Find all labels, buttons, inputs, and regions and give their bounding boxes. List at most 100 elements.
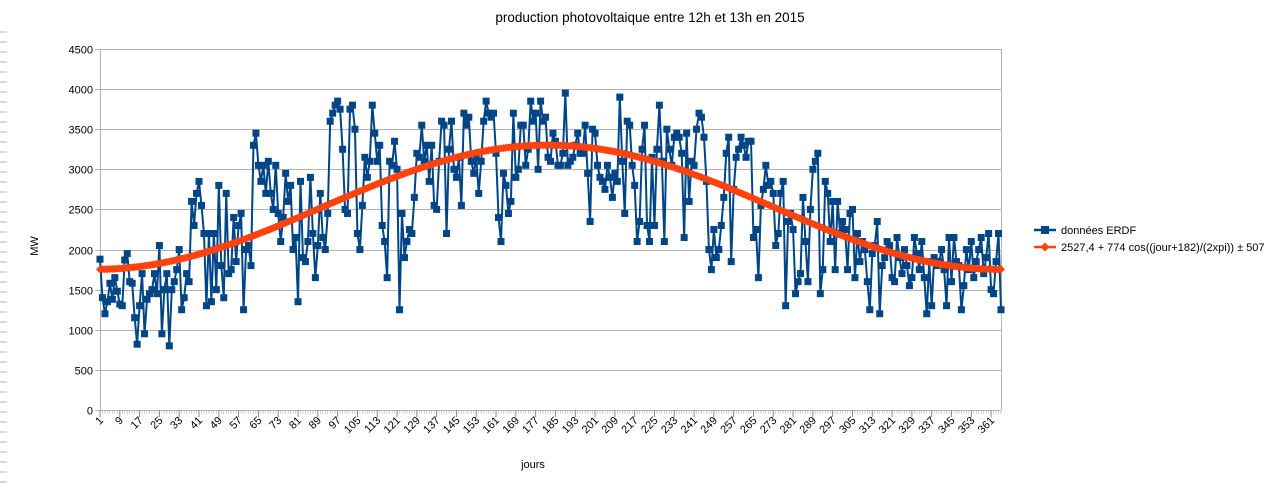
data-point [579, 149, 587, 157]
x-tick-label: 113 [362, 415, 383, 436]
data-point [675, 133, 683, 141]
data-point [136, 302, 144, 310]
data-point [131, 314, 139, 322]
data-point [527, 97, 535, 105]
data-point [378, 221, 386, 229]
x-tick-label: 345 [936, 415, 957, 436]
data-point [438, 117, 446, 125]
x-tick-label: 209 [600, 415, 621, 436]
data-point [507, 197, 515, 205]
data-point [133, 340, 141, 348]
data-point [762, 161, 770, 169]
x-tick-label: 137 [421, 415, 442, 436]
data-point [623, 117, 631, 125]
data-point [346, 105, 354, 113]
data-point [403, 238, 411, 246]
x-tick-label: 177 [520, 415, 541, 436]
data-point [841, 226, 849, 233]
data-point [368, 101, 376, 109]
y-tick-label: 2000 [69, 246, 93, 258]
data-point [185, 278, 193, 286]
data-point [269, 205, 277, 213]
data-point [205, 230, 213, 238]
data-point [128, 279, 136, 287]
data-point [420, 157, 428, 165]
data-point [747, 137, 755, 145]
data-point [366, 157, 374, 165]
data-point [351, 125, 359, 133]
data-point [722, 149, 730, 157]
x-tick-label: 121 [382, 415, 403, 436]
data-point [121, 256, 129, 264]
data-point [472, 153, 480, 161]
data-point [967, 238, 975, 246]
data-point [373, 157, 381, 165]
data-point [977, 234, 985, 242]
data-point [475, 189, 483, 197]
data-point [212, 286, 220, 294]
x-tick-label: 305 [837, 415, 858, 436]
x-tick-label: 25 [148, 415, 165, 432]
data-point [235, 221, 243, 229]
data-point [749, 234, 757, 242]
series-donnees-erdf [96, 89, 1005, 350]
data-point [596, 173, 604, 181]
data-point [923, 310, 931, 318]
data-point [232, 258, 240, 266]
data-point [252, 129, 260, 137]
data-point [910, 234, 918, 242]
data-point [712, 254, 720, 262]
data-point [207, 298, 215, 306]
x-tick-label: 233 [659, 415, 680, 436]
y-tick-label: 500 [75, 366, 93, 378]
data-point [586, 217, 594, 225]
data-point [997, 306, 1005, 314]
data-point [143, 295, 151, 303]
data-point [732, 153, 740, 161]
data-point [789, 226, 797, 233]
data-point [643, 221, 651, 229]
x-tick-label: 65 [247, 415, 264, 432]
data-point [987, 286, 995, 294]
data-point [816, 290, 824, 298]
data-point [769, 189, 777, 197]
data-point [950, 234, 958, 242]
data-point [556, 161, 564, 169]
data-point [254, 161, 262, 169]
data-point [170, 278, 178, 286]
data-point [784, 217, 792, 225]
data-point [341, 205, 349, 213]
data-point [918, 238, 926, 246]
data-point [990, 290, 998, 298]
data-point [306, 173, 314, 181]
data-point [772, 242, 780, 250]
data-point [804, 278, 812, 286]
x-tick-label: 161 [481, 415, 502, 436]
x-tick-label: 265 [738, 415, 759, 436]
data-point [844, 266, 852, 274]
data-point [210, 230, 218, 238]
data-point [504, 209, 512, 217]
data-point [792, 290, 800, 298]
y-tick-label: 2500 [69, 205, 93, 217]
data-point [940, 266, 948, 274]
x-tick-label: 193 [560, 415, 581, 436]
data-point [839, 217, 847, 225]
x-tick-label: 361 [976, 415, 997, 436]
data-point [759, 185, 767, 193]
x-tick-label: 297 [817, 415, 838, 436]
data-point [561, 89, 569, 97]
data-point [797, 270, 804, 278]
data-point [829, 197, 837, 205]
data-point [655, 101, 663, 109]
x-tick-label: 97 [327, 415, 344, 432]
data-point [700, 133, 708, 141]
x-tick-label: 153 [461, 415, 482, 436]
data-point [321, 246, 329, 254]
data-point [903, 262, 911, 270]
data-point [888, 274, 896, 282]
data-point [400, 254, 408, 262]
left-ruler [0, 31, 7, 483]
y-tick-label: 3000 [69, 165, 93, 177]
data-point [616, 93, 624, 101]
